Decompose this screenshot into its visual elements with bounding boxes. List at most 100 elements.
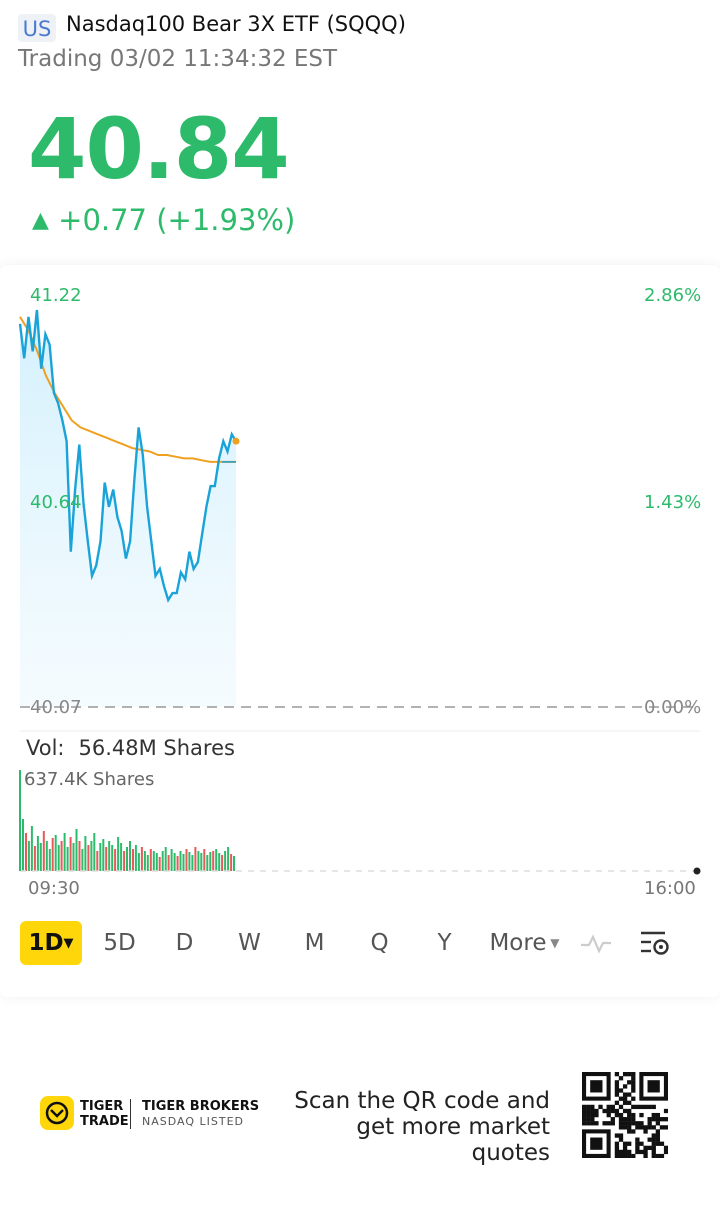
volume-bar [221, 855, 224, 871]
volume-bar [102, 839, 105, 871]
volume-bar [72, 843, 75, 871]
current-price-dot [232, 437, 240, 445]
volume-bar [188, 852, 191, 871]
volume-bar [152, 851, 155, 871]
volume-bar [161, 851, 164, 871]
caret-down-icon: ▼ [63, 936, 74, 951]
volume-bar [117, 837, 120, 871]
brand-line-2: TRADE [80, 1114, 129, 1129]
volume-bar [84, 836, 87, 871]
volume-bar [87, 845, 90, 871]
price-chart[interactable] [0, 280, 720, 880]
brand-right-line-1: TIGER BROKERS [142, 1099, 260, 1114]
tab-d[interactable]: D [175, 930, 194, 956]
volume-bar [30, 826, 33, 871]
brand-tiger-brokers: TIGER BROKERS NASDAQ LISTED [142, 1099, 259, 1129]
tab-more-label: More [489, 930, 547, 956]
y-label-low: 40.07 [30, 697, 82, 718]
volume-bar [224, 851, 227, 871]
volume-bar [90, 841, 93, 871]
volume-bar [22, 819, 24, 871]
tab-more[interactable]: More ▼ [472, 921, 577, 965]
volume-bar [200, 853, 203, 871]
volume-bar [54, 835, 57, 871]
tab-1d[interactable]: 1D▼ [20, 921, 82, 965]
volume-bar [123, 851, 126, 871]
volume-bar [170, 849, 173, 871]
tab-y[interactable]: Y [437, 930, 452, 956]
volume-bar [63, 833, 66, 871]
tab-5d[interactable]: 5D [103, 930, 136, 956]
tab-m[interactable]: M [304, 930, 325, 956]
volume-bar [218, 853, 221, 871]
volume-bar [96, 851, 99, 871]
volume-bar [69, 837, 72, 871]
y-label-high: 41.22 [30, 285, 82, 306]
volume-bar [197, 851, 200, 871]
volume-bar [51, 838, 54, 871]
volume-bar [167, 855, 170, 871]
price-change-value: +0.77 (+1.93%) [58, 203, 296, 237]
pulse-icon[interactable] [577, 921, 637, 965]
volume-bar [93, 833, 96, 871]
volume-bar [140, 847, 143, 871]
volume-bar [194, 847, 197, 871]
volume-bar [143, 851, 146, 871]
volume-label: Vol: [26, 736, 65, 760]
volume-bar [42, 831, 45, 871]
volume-summary: Vol: 56.48M Shares [26, 736, 235, 760]
volume-bar [27, 841, 30, 871]
volume-bar [114, 849, 117, 871]
volume-bar [203, 849, 206, 871]
volume-bar [185, 849, 188, 871]
tab-w[interactable]: W [238, 930, 261, 956]
pct-label-mid: 1.43% [644, 492, 702, 513]
volume-bar [179, 851, 182, 871]
time-open-label: 09:30 [28, 878, 80, 899]
volume-bar [146, 855, 149, 871]
volume-bar [212, 851, 215, 871]
market-badge: US [18, 14, 56, 42]
volume-bar [182, 854, 185, 871]
qr-code-icon[interactable] [582, 1072, 668, 1158]
volume-bar [48, 849, 51, 871]
volume-bar [164, 847, 167, 871]
triangle-up-icon: ▲ [32, 208, 49, 233]
volume-bars [22, 819, 235, 871]
volume-bar [155, 853, 158, 871]
caret-down-icon: ▼ [546, 936, 560, 950]
pct-label-high: 2.86% [644, 285, 702, 306]
volume-bar [120, 843, 123, 871]
volume-bar [25, 833, 27, 871]
brand-divider [130, 1099, 131, 1129]
volume-bar [108, 841, 111, 871]
price-line [18, 309, 238, 603]
volume-bar [137, 853, 140, 871]
volume-bar [105, 847, 108, 871]
volume-bar [75, 829, 78, 871]
volume-bar [233, 856, 235, 871]
brand-tiger-trade: TIGER TRADE [80, 1099, 129, 1129]
tab-q[interactable]: Q [370, 930, 389, 956]
volume-bar [126, 847, 128, 871]
volume-bar [66, 847, 69, 871]
volume-bar [129, 841, 131, 871]
price-area-fill [20, 310, 236, 707]
brand-line-1: TIGER [80, 1099, 124, 1114]
volume-bar [176, 856, 179, 871]
chart-settings-icon[interactable] [637, 921, 675, 965]
volume-bar [78, 841, 81, 871]
volume-bar [173, 853, 176, 871]
volume-bar [45, 841, 48, 871]
brand-right-line-2: NASDAQ LISTED [142, 1115, 244, 1128]
tab-1d-label: 1D [28, 930, 64, 956]
volume-bar [36, 836, 39, 871]
volume-bar [39, 843, 42, 871]
period-tabs: 1D▼ 5D D W M Q Y More ▼ [20, 921, 710, 965]
volume-bar [132, 849, 134, 871]
volume-bar [209, 852, 212, 871]
volume-bar [158, 857, 161, 871]
volume-bar [134, 845, 137, 871]
volume-bar [60, 841, 63, 871]
ticker-title: Nasdaq100 Bear 3X ETF (SQQQ) [66, 12, 406, 36]
